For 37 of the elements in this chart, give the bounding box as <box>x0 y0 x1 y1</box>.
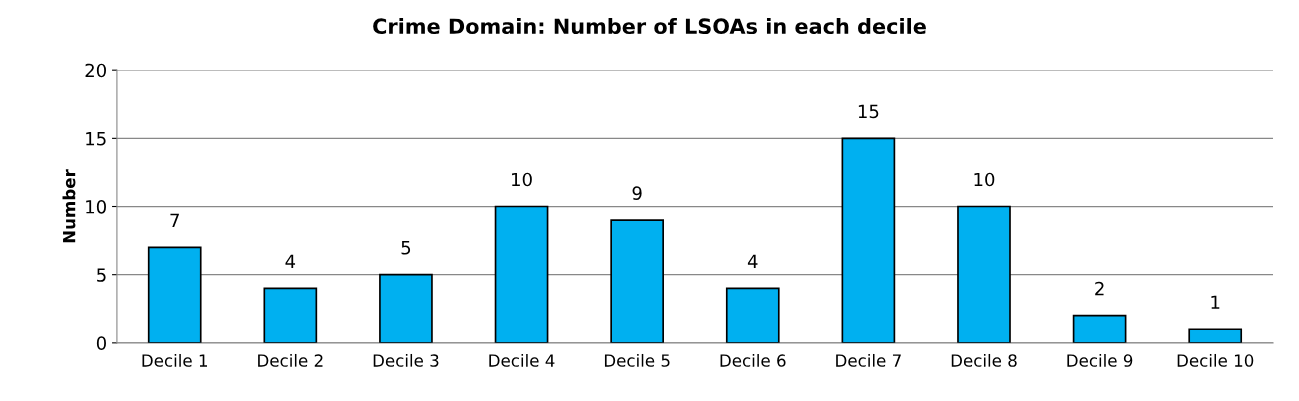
data-label: 5 <box>401 241 411 255</box>
bar <box>263 287 318 343</box>
bar <box>1072 314 1127 343</box>
bar <box>610 219 665 343</box>
y-axis-title: Number <box>62 169 76 243</box>
x-tick-label: Decile 9 <box>1067 353 1133 367</box>
y-tick-label: 5 <box>97 268 106 282</box>
x-tick-label: Decile 1 <box>142 353 208 367</box>
y-tick-label: 15 <box>86 132 106 146</box>
x-tick-label: Decile 2 <box>258 353 323 367</box>
bar <box>1188 328 1243 343</box>
data-label: 15 <box>858 104 879 119</box>
bar <box>147 246 202 343</box>
x-tick-label: Decile 7 <box>836 353 901 367</box>
data-label: 4 <box>285 254 296 268</box>
x-tick-label: Decile 4 <box>489 353 555 367</box>
bar <box>957 205 1011 343</box>
data-label: 10 <box>512 172 532 187</box>
data-label: 2 <box>1095 281 1104 296</box>
data-label: 9 <box>632 186 642 200</box>
bar <box>494 205 549 343</box>
x-tick-label: Decile 10 <box>1177 353 1254 367</box>
data-label: 1 <box>1211 295 1220 309</box>
x-tick-label: Decile 5 <box>604 353 670 367</box>
x-tick-label: Decile 8 <box>951 353 1017 367</box>
x-tick-label: Decile 3 <box>373 353 439 367</box>
data-label: 10 <box>974 172 995 187</box>
bar <box>725 287 780 343</box>
x-tick-label: Decile 6 <box>720 353 786 367</box>
y-tick-label: 10 <box>86 199 106 214</box>
data-label: 7 <box>170 213 179 227</box>
data-label: 4 <box>747 254 758 268</box>
y-tick-label: 0 <box>96 336 106 350</box>
chart-title: Crime Domain: Number of LSOAs in each decile <box>373 17 926 35</box>
bar <box>841 137 896 343</box>
y-tick-label: 20 <box>85 63 106 78</box>
bar <box>379 273 433 343</box>
